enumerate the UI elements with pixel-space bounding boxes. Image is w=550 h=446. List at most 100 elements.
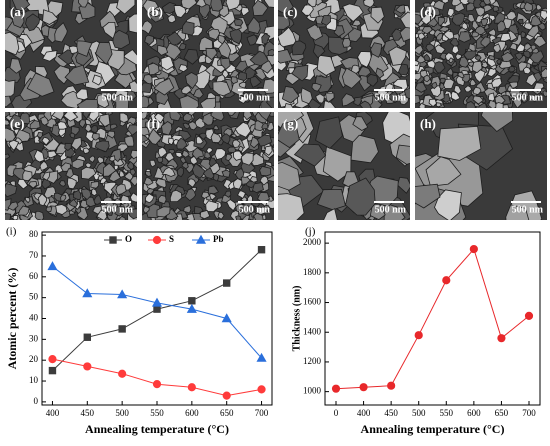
grain bbox=[434, 44, 446, 54]
grain bbox=[17, 178, 29, 190]
grain bbox=[5, 119, 11, 126]
panel-label: (e) bbox=[10, 116, 24, 131]
grain bbox=[9, 58, 23, 74]
grain bbox=[70, 136, 83, 151]
grain bbox=[446, 67, 454, 76]
x-tick-label: 550 bbox=[150, 408, 164, 418]
grain bbox=[281, 85, 300, 104]
grain bbox=[199, 209, 211, 220]
x-tick-label: 600 bbox=[467, 408, 481, 418]
grain bbox=[33, 149, 45, 163]
marker bbox=[257, 385, 266, 394]
grain bbox=[403, 87, 410, 100]
grain bbox=[278, 0, 294, 15]
y-tick-label: 50 bbox=[29, 292, 39, 302]
grain bbox=[45, 206, 53, 213]
sem-image bbox=[278, 112, 410, 220]
grain bbox=[433, 0, 445, 11]
grain bbox=[508, 65, 516, 73]
grain bbox=[80, 188, 92, 201]
grain bbox=[284, 103, 294, 108]
grain bbox=[217, 211, 225, 220]
panel-label: (h) bbox=[420, 116, 436, 131]
grain bbox=[537, 22, 546, 31]
marker bbox=[257, 246, 266, 254]
grain bbox=[264, 145, 273, 156]
grain bbox=[480, 112, 514, 133]
grain bbox=[64, 64, 90, 86]
grain bbox=[214, 148, 227, 160]
grain bbox=[94, 140, 110, 153]
y-tick-label: 60 bbox=[29, 271, 39, 281]
grain bbox=[210, 112, 225, 122]
grain bbox=[508, 81, 519, 89]
grain bbox=[8, 139, 20, 151]
grain bbox=[246, 33, 258, 46]
grain bbox=[11, 0, 31, 12]
grain bbox=[232, 178, 243, 190]
grain bbox=[163, 42, 182, 61]
grain bbox=[144, 34, 155, 46]
grain bbox=[278, 26, 298, 48]
grain bbox=[60, 194, 67, 202]
grain bbox=[212, 81, 232, 97]
grain bbox=[185, 72, 198, 90]
x-tick-label: 650 bbox=[495, 408, 509, 418]
grain bbox=[114, 205, 127, 217]
grain bbox=[423, 53, 431, 62]
grain bbox=[168, 137, 174, 146]
grain bbox=[235, 215, 242, 220]
grain bbox=[210, 132, 222, 144]
y-tick-label: 40 bbox=[29, 313, 39, 323]
grain bbox=[530, 94, 538, 103]
grain bbox=[5, 79, 16, 97]
grain bbox=[7, 114, 23, 129]
grain bbox=[526, 24, 540, 38]
grain bbox=[198, 132, 207, 140]
grain bbox=[26, 72, 55, 97]
grain bbox=[17, 205, 30, 216]
grain bbox=[257, 112, 272, 121]
grain bbox=[311, 82, 322, 92]
grain bbox=[232, 139, 241, 149]
grain bbox=[366, 73, 379, 87]
grain bbox=[225, 153, 233, 162]
grain bbox=[237, 190, 246, 200]
grain bbox=[323, 100, 336, 108]
grain bbox=[399, 26, 410, 43]
grain bbox=[234, 121, 252, 138]
grain bbox=[143, 176, 154, 186]
panel-label: (b) bbox=[147, 4, 163, 19]
grain bbox=[57, 121, 68, 130]
grain bbox=[259, 165, 272, 177]
sem-image bbox=[142, 0, 274, 108]
grain bbox=[142, 0, 159, 15]
grain bbox=[243, 112, 253, 121]
grain bbox=[237, 145, 244, 153]
grain bbox=[195, 135, 204, 145]
grain bbox=[88, 155, 96, 163]
grain bbox=[479, 0, 487, 8]
grain bbox=[252, 0, 269, 17]
grain bbox=[474, 55, 482, 62]
grain bbox=[240, 175, 251, 185]
grain bbox=[70, 125, 80, 136]
marker bbox=[387, 381, 396, 390]
grain bbox=[191, 147, 204, 160]
grain bbox=[278, 120, 300, 149]
grain bbox=[293, 143, 327, 167]
grain bbox=[497, 85, 507, 95]
grain bbox=[278, 161, 301, 191]
grain bbox=[85, 196, 97, 208]
legend-label: O bbox=[125, 234, 132, 244]
grain bbox=[7, 201, 19, 211]
grain bbox=[176, 166, 184, 178]
y-tick-label: 1000 bbox=[303, 386, 322, 396]
grain bbox=[205, 47, 218, 61]
grain bbox=[110, 148, 122, 163]
grain bbox=[65, 168, 74, 179]
x-tick-label: 700 bbox=[522, 408, 536, 418]
grain bbox=[240, 152, 254, 166]
grain bbox=[278, 15, 291, 30]
grain bbox=[102, 21, 117, 40]
